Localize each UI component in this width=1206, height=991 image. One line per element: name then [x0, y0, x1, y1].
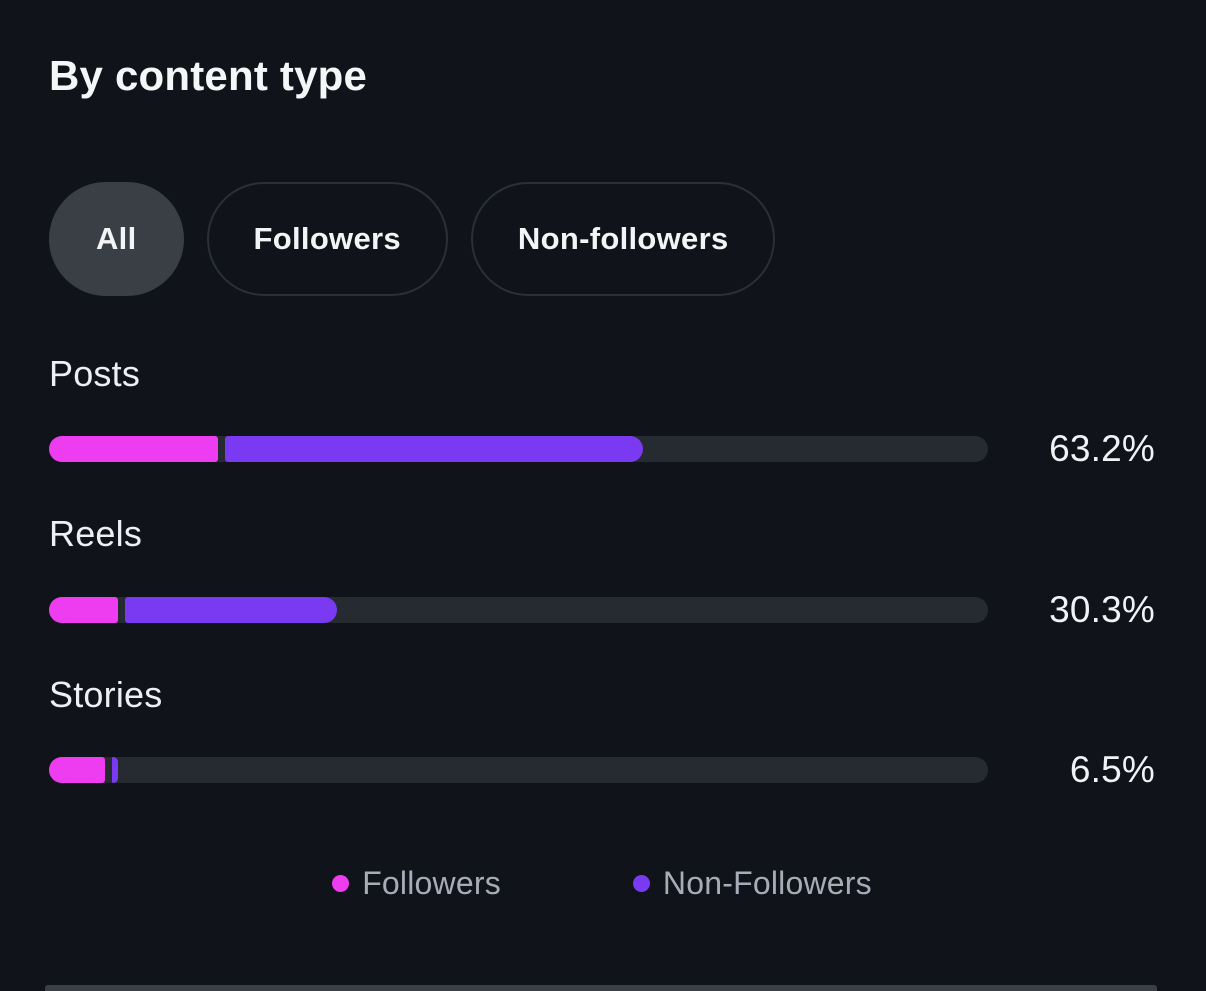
- followers-dot-icon: [332, 874, 350, 892]
- filter-followers-button[interactable]: Followers: [206, 182, 448, 297]
- bar-line: 30.3%: [49, 589, 1155, 631]
- followers-bar-segment: [49, 596, 118, 623]
- bar-row-stories: Stories 6.5%: [49, 673, 1155, 791]
- filter-non-followers-button[interactable]: Non-followers: [470, 182, 776, 297]
- non-followers-dot-icon: [632, 874, 650, 892]
- section-divider: [45, 985, 1157, 991]
- legend-label: Followers: [362, 864, 501, 901]
- bar-row-label: Posts: [49, 353, 141, 395]
- legend-item-followers: Followers: [332, 865, 501, 902]
- legend-item-non-followers: Non-Followers: [632, 864, 872, 902]
- legend-label: Non-Followers: [662, 864, 872, 901]
- audience-filter-group: All Followers Non-followers: [49, 182, 1155, 297]
- bar-row-label: Reels: [49, 513, 143, 555]
- non-followers-bar-segment: [112, 756, 118, 783]
- followers-bar-segment: [49, 436, 219, 463]
- bar-row-reels: Reels 30.3%: [49, 512, 1155, 630]
- non-followers-bar-segment: [124, 596, 337, 623]
- filter-all-button[interactable]: All: [49, 182, 184, 297]
- bar-track: [49, 756, 988, 783]
- bar-value-label: 30.3%: [1049, 588, 1155, 630]
- bar-track: [49, 596, 988, 623]
- bar-row-label: Stories: [49, 673, 163, 715]
- bar-row-posts: Posts 63.2%: [49, 352, 1155, 470]
- bar-line: 6.5%: [49, 749, 1155, 791]
- bar-value-label: 63.2%: [1049, 428, 1155, 470]
- by-content-type-section: By content type All Followers Non-follow…: [0, 52, 1206, 902]
- bar-line: 63.2%: [49, 428, 1155, 470]
- legend: Followers Non-Followers: [49, 865, 1155, 902]
- followers-bar-segment: [49, 756, 106, 783]
- non-followers-bar-segment: [225, 436, 643, 463]
- section-title: By content type: [49, 52, 368, 99]
- bar-value-label: 6.5%: [1069, 748, 1155, 790]
- bar-track: [49, 436, 988, 463]
